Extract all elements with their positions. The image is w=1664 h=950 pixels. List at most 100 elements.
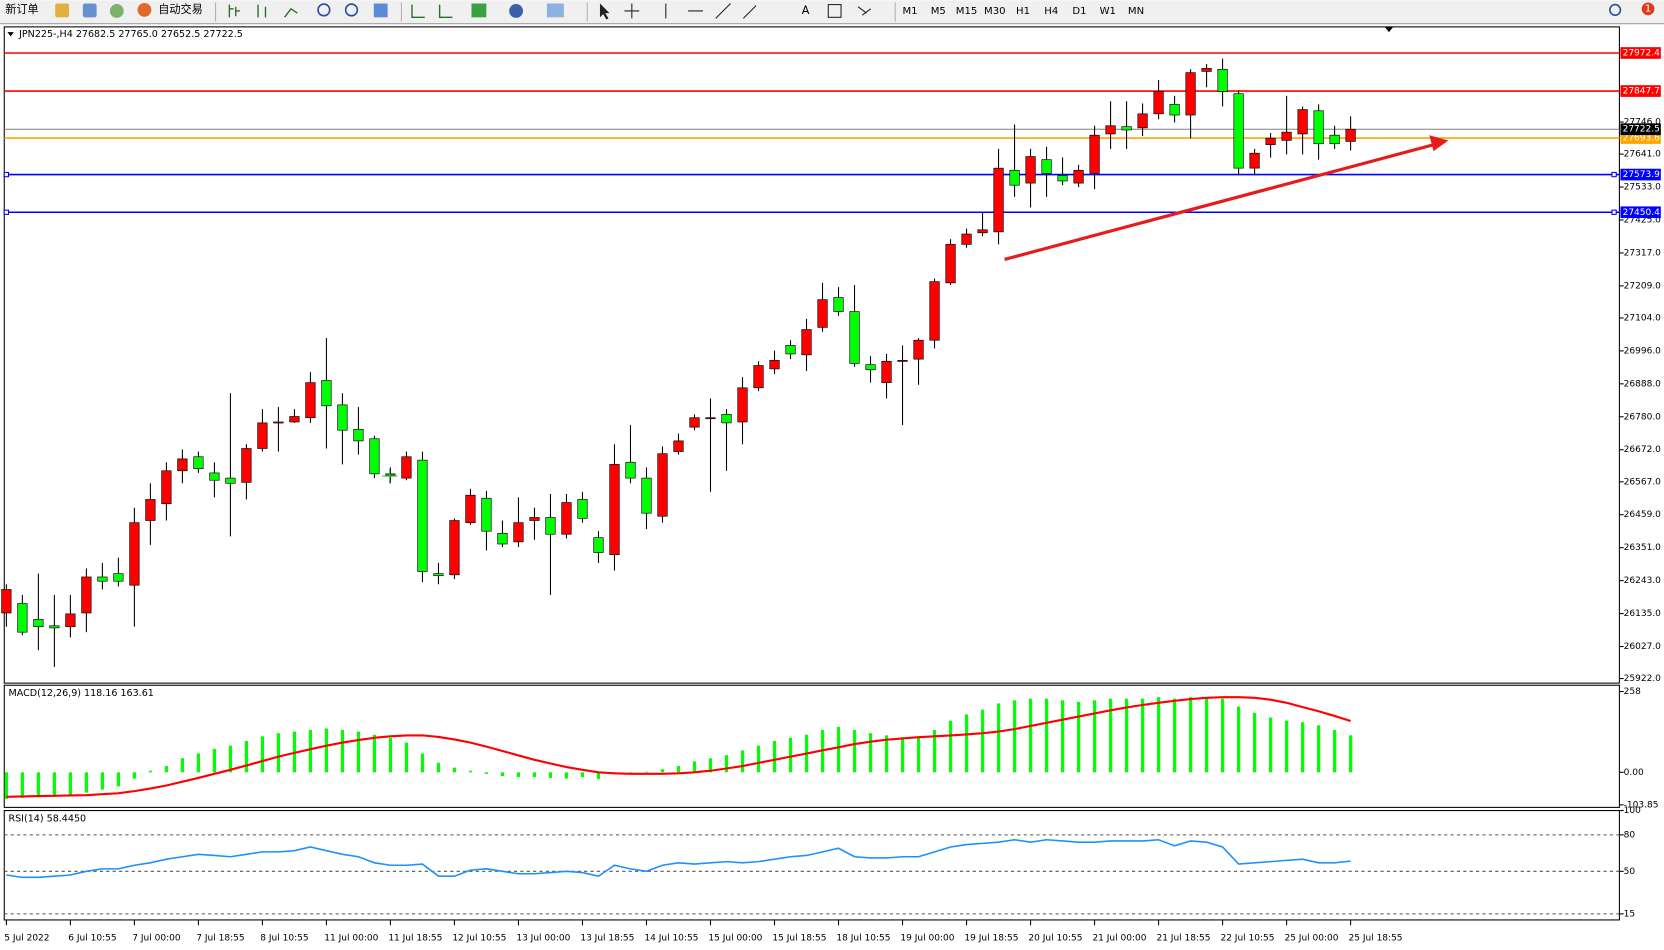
timeframe-button[interactable]: M30: [984, 6, 1006, 17]
x-tick-label: 25 Jul 00:00: [1284, 933, 1338, 943]
rsi-line: [6, 838, 1351, 879]
timeframe-button[interactable]: D1: [1072, 6, 1086, 17]
candle-body: [673, 440, 684, 452]
x-tick-label: 19 Jul 00:00: [900, 933, 954, 943]
candle-body: [881, 360, 892, 383]
y-tick-label: 27317.0: [1624, 248, 1662, 258]
icon[interactable]: [284, 7, 298, 18]
candle-body: [1233, 93, 1244, 169]
y-tick-label: 26027.0: [1624, 642, 1662, 652]
tile-icon[interactable]: [373, 3, 388, 18]
icon[interactable]: [257, 4, 267, 18]
text-tool[interactable]: A: [802, 4, 810, 17]
level-label-bg: [1620, 47, 1661, 59]
candle-body: [257, 422, 268, 449]
candle-body: [17, 603, 28, 633]
timeframe-button[interactable]: MN: [1128, 6, 1144, 17]
y-tick-label: 26459.0: [1624, 510, 1662, 520]
chart-type-icons[interactable]: [228, 4, 298, 18]
timeframe-button[interactable]: M5: [931, 6, 946, 17]
candle-body: [465, 494, 476, 523]
timeframe-button[interactable]: M15: [956, 6, 978, 17]
candle-body: [529, 517, 540, 521]
histogram-bar: [916, 736, 921, 773]
candle-body: [753, 365, 764, 389]
shift-marker: [1384, 26, 1394, 33]
candle-body: [769, 360, 780, 370]
candle-body: [1297, 109, 1308, 135]
icon[interactable]: [55, 3, 70, 18]
crosshair-tool[interactable]: [624, 3, 640, 19]
timeframe-button[interactable]: H1: [1016, 6, 1030, 17]
timeframe-button[interactable]: H4: [1044, 6, 1058, 17]
histogram-bar: [1092, 700, 1097, 773]
indicators-icon[interactable]: [471, 3, 487, 18]
y-tick-label: 258: [1624, 687, 1641, 697]
line-tools[interactable]: [665, 3, 757, 19]
main-panel: [3, 26, 1620, 684]
candle-body: [1041, 159, 1052, 174]
timeframes: M1 M5 M15 M30 H1 H4 D1 W1 MN: [902, 6, 1144, 17]
histogram-bar: [308, 730, 313, 773]
level-label-bg: [1620, 206, 1661, 219]
histogram-bar: [772, 740, 777, 773]
arrows-tool[interactable]: [857, 6, 872, 16]
icon[interactable]: [109, 4, 124, 18]
candle-body: [353, 428, 364, 442]
candle-body: [1217, 68, 1228, 92]
icon[interactable]: [82, 3, 97, 18]
x-tick-label: 22 Jul 10:55: [1220, 933, 1274, 943]
histogram-bar: [52, 772, 56, 797]
candle-body: [209, 472, 220, 481]
candle-body: [1, 589, 12, 614]
y-tick-label: 80: [1624, 830, 1636, 840]
histogram-bar: [468, 770, 473, 773]
y-tick-label: 26888.0: [1624, 379, 1662, 389]
histogram-bar: [1124, 698, 1129, 773]
scroll-icons[interactable]: [411, 4, 453, 19]
x-tick-label: 25 Jul 18:55: [1348, 933, 1402, 943]
zoom-in[interactable]: [317, 3, 331, 17]
zoom-out[interactable]: [344, 3, 359, 17]
new-order-button[interactable]: 新订单: [5, 2, 38, 16]
period-icon[interactable]: [509, 4, 523, 18]
candle-body: [1249, 152, 1260, 169]
y-tick-label: 50: [1624, 867, 1636, 877]
badge[interactable]: [1641, 2, 1655, 16]
template-icon[interactable]: [546, 3, 564, 18]
candle-body: [817, 299, 828, 328]
search-icon[interactable]: [1609, 3, 1622, 16]
y-tick-label: 26672.0: [1624, 445, 1662, 455]
timeframe-button[interactable]: W1: [1100, 6, 1116, 17]
histogram-bar: [1140, 698, 1145, 773]
histogram-bar: [1204, 697, 1209, 773]
histogram-bar: [532, 772, 537, 778]
auto-trading-button[interactable]: 自动交易: [158, 2, 203, 16]
candle-body: [1009, 169, 1020, 186]
label-tool[interactable]: [827, 4, 842, 18]
icon[interactable]: [228, 4, 240, 18]
candle-body: [1057, 175, 1068, 182]
candle-body: [1265, 137, 1276, 145]
histogram-bar: [1028, 698, 1033, 773]
candle-body: [305, 382, 316, 419]
candle-body: [1089, 134, 1100, 174]
icon[interactable]: [137, 2, 152, 17]
histogram-bar: [1044, 698, 1049, 773]
histogram-bar: [1172, 698, 1177, 773]
y-tick-label: 26567.0: [1624, 477, 1662, 487]
cursor-tool[interactable]: [599, 3, 610, 20]
histogram-bar: [132, 772, 136, 779]
x-tick-label: 20 Jul 10:55: [1028, 933, 1082, 943]
histogram-bar: [932, 730, 937, 773]
symbol-menu[interactable]: [7, 32, 14, 37]
histogram-bar: [196, 753, 200, 773]
toolbar-bg: [0, 0, 1664, 24]
candle-body: [193, 456, 204, 469]
candle-body: [49, 625, 60, 629]
timeframe-button[interactable]: M1: [902, 6, 917, 17]
y-tick-label: 27641.0: [1624, 150, 1662, 160]
line-handle: [3, 171, 10, 178]
candle-body: [81, 576, 92, 614]
